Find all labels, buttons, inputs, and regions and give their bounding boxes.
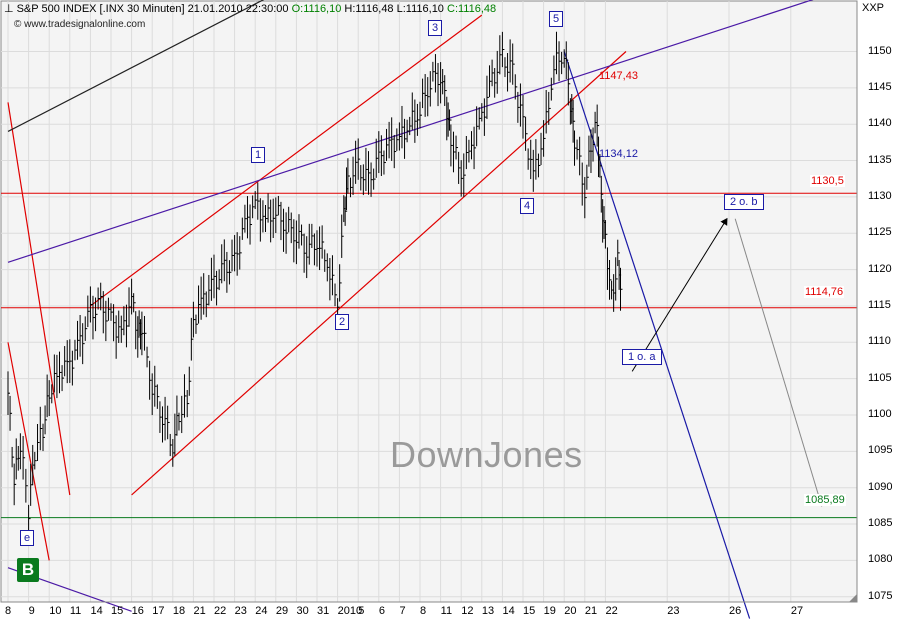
x-tick-21: 21	[190, 605, 206, 617]
source-credit: © www.tradesignalonline.com	[14, 19, 146, 30]
header-high: H:1116,48	[344, 3, 394, 15]
level-lines	[1, 192, 857, 519]
trend-blue-down	[563, 51, 751, 619]
x-tick-14: 14	[499, 605, 515, 617]
x-tick-10: 10	[46, 605, 62, 617]
projection-arrow-up	[631, 217, 728, 372]
y-tick-1100: 1100	[868, 408, 892, 420]
x-tick-16: 16	[128, 605, 144, 617]
y-tick-1080: 1080	[868, 553, 893, 566]
y-tick-1110: 1110	[868, 335, 891, 348]
chart-header: ⊥ S&P 500 INDEX [.INX 30 Minuten] 21.01.2…	[4, 2, 496, 15]
x-tick-12: 12	[458, 605, 474, 617]
level-label-1134: 1134,12	[599, 148, 638, 160]
projection-label-1oa: 1 o. a	[622, 349, 662, 365]
trend-black-long	[7, 0, 265, 133]
x-tick-19: 19	[540, 605, 556, 617]
x-tick-22: 22	[211, 605, 227, 617]
y-tick-1130: 1130	[868, 189, 892, 202]
buy-signal-badge: B	[17, 558, 39, 582]
x-tick-8: 8	[417, 605, 427, 617]
header-close: C:1116,48	[447, 3, 497, 15]
chart-type-icon: ⊥	[4, 3, 14, 15]
x-tick-15: 15	[520, 605, 536, 617]
level-label-1130: 1130,5	[810, 175, 845, 187]
projection-label-2ob: 2 o. b	[724, 194, 764, 210]
header-datetime: 21.01.2010 22:30:00	[187, 3, 289, 15]
y-tick-1120: 1120	[868, 262, 892, 275]
x-tick-20: 20	[561, 605, 577, 617]
x-tick-2010: 2010	[334, 605, 363, 617]
target-label-1147: 1147,43	[599, 70, 638, 82]
price-series	[7, 31, 623, 533]
y-tick-1145: 1145	[868, 80, 892, 93]
level-label-1114: 1114,76	[804, 286, 845, 298]
grid	[1, 1, 857, 602]
y-tick-1140: 1140	[868, 117, 892, 130]
projection-arrows	[631, 217, 824, 507]
x-tick-6: 6	[375, 605, 385, 617]
y-tick-1075: 1075	[868, 589, 893, 602]
x-tick-8: 8	[5, 605, 12, 617]
header-open: O:1116,10	[291, 3, 342, 15]
wave-base-red-small	[7, 342, 50, 561]
y-tick-1105: 1105	[868, 371, 892, 384]
x-tick-21: 21	[581, 605, 598, 617]
x-tick-17: 17	[149, 605, 165, 617]
wave-label-4: 4	[520, 198, 535, 214]
projection-arrow-down	[734, 218, 824, 507]
axis-symbol: XXP	[862, 2, 885, 14]
y-tick-1085: 1085	[868, 517, 893, 530]
wave-label-3: 3	[428, 20, 443, 36]
x-tick-23: 23	[231, 605, 247, 617]
x-tick-18: 18	[169, 605, 186, 617]
instrument-name: S&P 500 INDEX [.INX 30 Minuten]	[16, 3, 185, 15]
x-tick-9: 9	[25, 605, 35, 617]
x-tick-23: 23	[664, 605, 680, 617]
y-tick-1150: 1150	[868, 44, 892, 57]
x-tick-27: 27	[787, 605, 804, 617]
x-tick-7: 7	[396, 605, 406, 617]
level-label-1085: 1085,89	[804, 494, 846, 506]
wave-label-1: 1	[251, 147, 266, 163]
wave-label-2: 2	[335, 314, 350, 330]
wave-label-e: e	[20, 530, 35, 546]
x-tick-24: 24	[252, 605, 268, 617]
x-tick-29: 29	[272, 605, 289, 617]
y-tick-1135: 1135	[868, 153, 892, 166]
x-tick-31: 31	[314, 605, 330, 617]
channel-upper-red	[90, 14, 483, 307]
y-tick-1090: 1090	[868, 480, 893, 493]
watermark: DownJones	[390, 434, 583, 475]
x-tick-13: 13	[478, 605, 495, 617]
x-tick-14: 14	[87, 605, 103, 617]
x-tick-22: 22	[602, 605, 618, 617]
x-tick-15: 15	[108, 605, 124, 617]
y-tick-1115: 1115	[868, 298, 891, 311]
x-tick-30: 30	[293, 605, 309, 617]
y-tick-1095: 1095	[868, 444, 893, 457]
wave-base-red-left	[7, 102, 71, 496]
x-tick-5: 5	[355, 605, 365, 617]
x-tick-26: 26	[726, 605, 742, 617]
plot-area	[0, 0, 858, 603]
x-tick-11: 11	[437, 605, 453, 617]
x-tick-11: 11	[66, 605, 82, 617]
wave-label-5: 5	[549, 11, 564, 27]
header-low: L:1116,10	[396, 3, 444, 15]
corner-scroll-icon	[849, 594, 857, 602]
y-tick-1125: 1125	[868, 226, 892, 239]
